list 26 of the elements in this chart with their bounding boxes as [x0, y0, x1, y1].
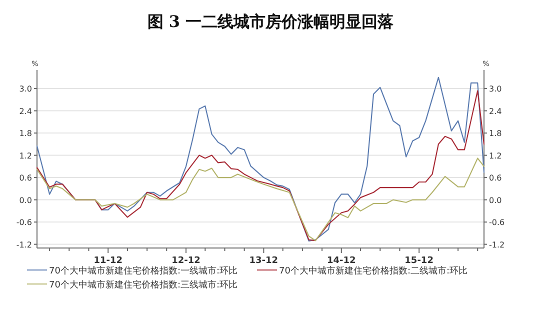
y2-tick-label: 1.8 [489, 129, 502, 138]
y-tick-label: 1.8 [19, 129, 32, 138]
y-tick-label: 3.0 [19, 84, 32, 94]
y-tick-label: 2.4 [19, 106, 32, 116]
y2-tick-label: 1.2 [489, 151, 502, 160]
legend-label: 70个大中城市新建住宅价格指数:一线城市:环比 [49, 266, 238, 276]
y2-tick-label: -0.6 [489, 218, 505, 228]
y2-tick-label: -1.2 [489, 240, 505, 250]
legend-label: 70个大中城市新建住宅价格指数:三线城市:环比 [49, 280, 238, 290]
x-tick-label: 15-12 [404, 256, 434, 266]
y-tick-label: -0.6 [16, 218, 32, 228]
x-tick-label: 11-12 [94, 256, 122, 266]
y2-tick-label: 0.0 [489, 196, 502, 205]
line-series [36, 158, 485, 242]
y2-tick-label: 3.0 [489, 84, 502, 94]
y2-tick-label: 0.6 [489, 174, 502, 183]
y-tick-label: 0.6 [19, 174, 32, 183]
y-tick-label: 1.2 [19, 151, 32, 160]
x-tick-label: 14-12 [326, 256, 356, 266]
chart-title: 图 3 一二线城市房价涨幅明显回落 [147, 12, 394, 31]
x-tick-label: 13-12 [249, 256, 278, 266]
y2-tick-label: 2.4 [489, 106, 502, 116]
y-tick-label: -1.2 [16, 240, 32, 250]
y-tick-label: 0.0 [19, 196, 32, 205]
x-tick-label: 12-12 [172, 256, 200, 266]
legend-label: 70个大中城市新建住宅价格指数:二线城市:环比 [279, 266, 468, 276]
